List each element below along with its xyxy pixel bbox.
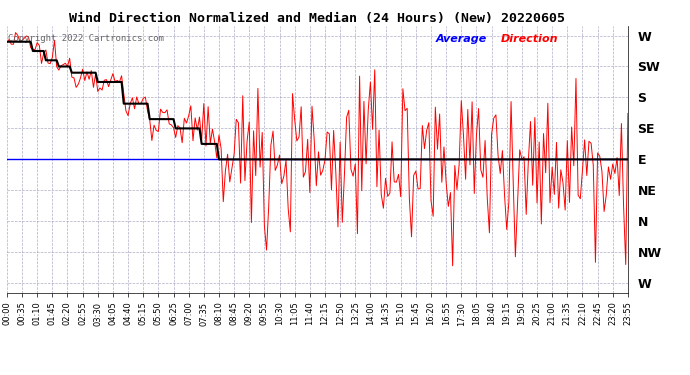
Text: Copyright 2022 Cartronics.com: Copyright 2022 Cartronics.com [8, 34, 164, 43]
Text: Average: Average [435, 34, 486, 44]
Text: Direction: Direction [501, 34, 558, 44]
Title: Wind Direction Normalized and Median (24 Hours) (New) 20220605: Wind Direction Normalized and Median (24… [70, 12, 565, 25]
